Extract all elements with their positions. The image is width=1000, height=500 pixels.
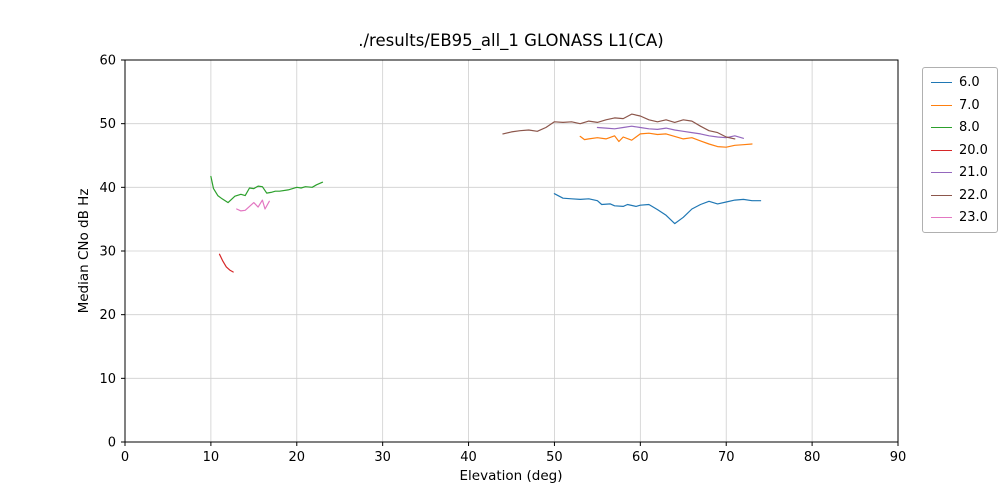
x-tick-label: 0 — [121, 450, 129, 465]
series-line-20.0 — [218, 253, 234, 273]
axis-ticks: 0 10 20 30 40 50 60 70 80 90 0 10 20 30 40 50 60 — [99, 54, 906, 466]
y-tick-label: 60 — [99, 54, 116, 69]
legend-line-swatch — [931, 172, 952, 173]
series-line-21.0 — [596, 125, 745, 139]
legend-entry: 23.0 — [931, 210, 988, 225]
y-tick-label: 20 — [99, 308, 116, 323]
legend-label: 8.0 — [959, 120, 980, 135]
legend-line-swatch — [931, 217, 952, 218]
x-axis-label: Elevation (deg) — [460, 468, 563, 484]
legend-line-swatch — [931, 82, 952, 83]
gridlines — [124, 59, 899, 443]
data-series — [210, 113, 762, 273]
series-line-8.0 — [210, 175, 324, 204]
legend-entry: 6.0 — [931, 75, 988, 90]
legend-label: 7.0 — [959, 97, 980, 113]
y-tick-label: 30 — [99, 245, 116, 260]
legend: 6.0 7.0 8.0 20.0 21.0 22.0 23.0 — [922, 67, 998, 233]
legend-line-swatch — [931, 149, 952, 151]
series-line-6.0 — [553, 193, 762, 225]
x-tick-label: 80 — [804, 450, 821, 465]
y-tick-label: 40 — [99, 181, 116, 196]
series-line-22.0 — [502, 113, 736, 140]
legend-entry: 22.0 — [931, 188, 988, 203]
legend-entry: 7.0 — [931, 98, 988, 113]
legend-line-swatch — [931, 127, 952, 128]
legend-line-swatch — [931, 194, 952, 196]
x-tick-label: 60 — [632, 450, 649, 465]
series-line-23.0 — [236, 199, 270, 212]
x-tick-label: 90 — [890, 450, 907, 465]
legend-label: 22.0 — [959, 187, 988, 203]
series-line-7.0 — [579, 132, 753, 148]
legend-entry: 21.0 — [931, 165, 988, 180]
y-axis-label: Median CNo dB Hz — [76, 189, 92, 314]
x-tick-label: 30 — [374, 450, 391, 465]
y-tick-label: 10 — [99, 372, 116, 387]
x-tick-label: 20 — [289, 450, 306, 465]
chart-title: ./results/EB95_all_1 GLONASS L1(CA) — [358, 31, 663, 51]
x-tick-label: 50 — [546, 450, 563, 465]
x-tick-label: 70 — [718, 450, 735, 465]
legend-entry: 20.0 — [931, 143, 988, 158]
legend-label: 21.0 — [959, 165, 988, 180]
x-tick-label: 10 — [203, 450, 220, 465]
legend-entry: 8.0 — [931, 120, 988, 135]
y-tick-label: 0 — [108, 436, 116, 451]
legend-label: 6.0 — [959, 75, 980, 90]
legend-label: 20.0 — [959, 142, 988, 158]
legend-label: 23.0 — [959, 210, 988, 225]
x-tick-label: 40 — [460, 450, 477, 465]
y-tick-label: 50 — [99, 117, 116, 132]
legend-line-swatch — [931, 104, 952, 106]
